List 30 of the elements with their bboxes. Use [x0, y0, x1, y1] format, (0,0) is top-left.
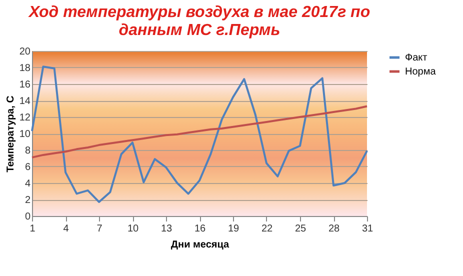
x-tick-label: 25 — [294, 224, 306, 234]
x-tick-label: 22 — [261, 224, 273, 234]
y-tick-label: 2 — [24, 195, 31, 206]
text: Ход температуры воздуха в мае 2017г по — [28, 4, 370, 21]
x-tick-label: 31 — [362, 224, 374, 234]
y-tick-label: 6 — [24, 162, 31, 173]
y-tick-label: 10 — [19, 129, 31, 140]
y-tick-label: 18 — [19, 63, 31, 74]
x-tick-label: 28 — [328, 224, 340, 234]
x-tick-label: 13 — [160, 224, 172, 234]
legend-label: Факт — [405, 52, 428, 64]
x-tick-label: 4 — [63, 224, 70, 234]
y-tick-label: 16 — [19, 80, 31, 90]
y-tick-label: 0 — [24, 212, 31, 222]
legend-label: Норма — [405, 66, 436, 78]
x-tick-label: 1 — [30, 224, 36, 234]
line-series — [31, 66, 368, 203]
y-tick-label: 12 — [19, 112, 31, 124]
line-series — [31, 105, 368, 158]
y-axis-title: Температура, С — [5, 96, 16, 172]
y-tick-label: 14 — [19, 96, 31, 107]
x-tick-label: 16 — [194, 224, 206, 234]
x-tick-label: 7 — [96, 224, 103, 234]
x-tick-label: 19 — [228, 224, 240, 234]
y-tick-label: 20 — [19, 46, 31, 58]
y-tick-label: 4 — [24, 178, 31, 190]
x-tick-label: 10 — [127, 224, 139, 234]
y-tick-label: 8 — [24, 146, 31, 156]
x-axis-title: Дни месяца — [170, 240, 230, 250]
text: данным МС г.Пермь — [118, 22, 280, 39]
